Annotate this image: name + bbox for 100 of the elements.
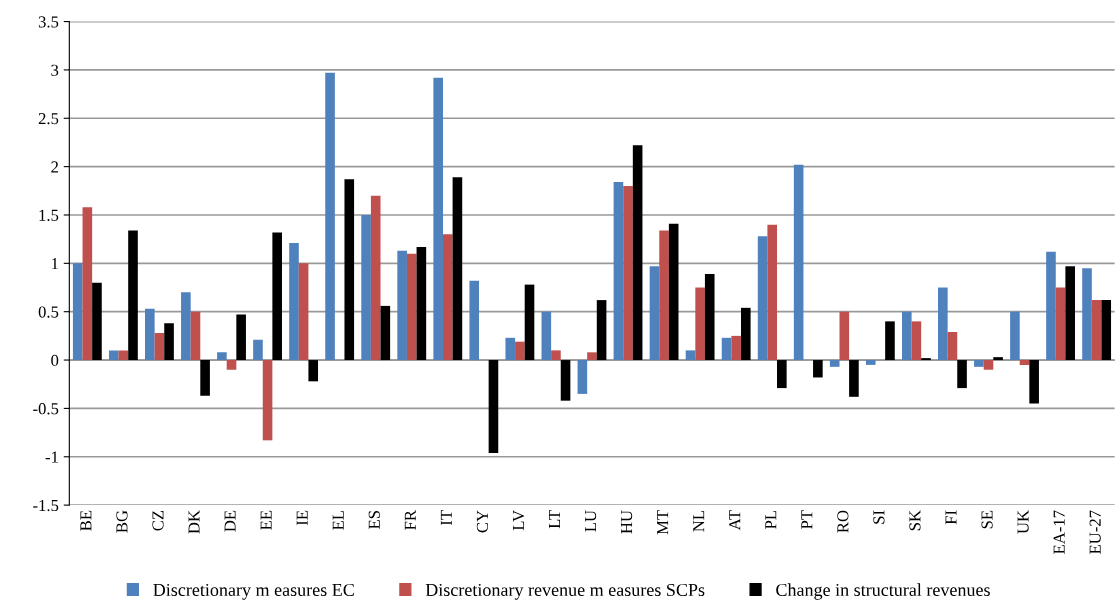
bar	[1082, 268, 1092, 361]
y-tick-label: 2.5	[38, 113, 59, 125]
bar	[623, 185, 633, 361]
bar	[524, 284, 535, 361]
x-tick-label: AT	[729, 510, 741, 531]
bar	[731, 335, 741, 361]
bar	[865, 360, 876, 365]
y-tick-label: -1.5	[33, 499, 59, 512]
bar	[1029, 360, 1039, 404]
bar	[885, 321, 895, 361]
y-tick-label: -0.5	[33, 403, 59, 415]
bar	[740, 307, 751, 361]
legend-label: Discretionary revenue m easures SCPs	[425, 583, 705, 600]
x-tick-label: HU	[621, 510, 633, 534]
bar	[901, 311, 912, 361]
bar	[947, 332, 958, 361]
bar	[849, 360, 859, 397]
bar	[325, 72, 335, 361]
bar	[767, 224, 778, 361]
legend-label: Discretionary m easures EC	[153, 583, 354, 600]
x-tick-label: LT	[549, 510, 560, 529]
bar	[190, 311, 201, 361]
bar	[659, 230, 669, 361]
bar	[217, 352, 227, 361]
bar	[262, 360, 273, 441]
bar	[406, 253, 417, 361]
bar	[361, 214, 371, 361]
bar	[695, 287, 705, 361]
y-tick-label: 3	[51, 64, 59, 76]
y-tick-label: 0	[51, 354, 59, 366]
bar	[505, 337, 516, 361]
bar	[164, 323, 174, 361]
bar	[839, 311, 850, 361]
bar	[308, 360, 319, 382]
y-tick-label: 3.5	[38, 16, 59, 28]
bar	[632, 145, 643, 361]
bar	[344, 179, 355, 361]
bar	[515, 341, 525, 361]
x-tick-label: EL	[332, 510, 344, 530]
bar	[983, 360, 994, 370]
bar	[829, 360, 840, 367]
bar	[253, 339, 263, 361]
bar	[128, 230, 138, 361]
x-tick-label: IE	[296, 510, 308, 526]
x-tick-label: BG	[116, 510, 128, 533]
bar	[721, 337, 732, 361]
bar	[452, 177, 463, 361]
bar	[911, 321, 922, 361]
bar	[993, 357, 1003, 361]
bar	[587, 352, 597, 361]
bar	[1101, 300, 1112, 361]
bar	[226, 360, 237, 370]
x-tick-label: EA-17	[1053, 510, 1065, 554]
bar	[181, 292, 191, 361]
legend-label: Change in structural revenues	[776, 583, 990, 600]
x-tick-label: CZ	[152, 510, 164, 531]
bar	[596, 300, 607, 361]
x-tick-label: RO	[837, 510, 849, 533]
x-tick-label: IT	[440, 510, 452, 526]
x-tick-label: LV	[512, 510, 525, 531]
bar	[1065, 266, 1075, 361]
bar	[813, 360, 823, 378]
y-tick-label: 1	[52, 258, 58, 270]
bar	[560, 360, 571, 401]
bar	[236, 314, 246, 361]
bar	[442, 234, 453, 361]
x-tick-label: CY	[476, 510, 489, 533]
x-tick-label: DK	[188, 510, 200, 534]
bar	[793, 164, 804, 361]
bar	[154, 332, 165, 361]
bar	[551, 350, 561, 361]
bar	[1019, 360, 1030, 365]
x-tick-label: SI	[873, 510, 885, 524]
bar	[1055, 287, 1066, 361]
bar	[541, 311, 552, 361]
bar	[488, 360, 499, 453]
bar	[108, 350, 119, 361]
bar	[145, 308, 155, 361]
bar	[370, 195, 381, 361]
bar	[118, 350, 129, 361]
bar	[92, 282, 102, 361]
x-tick-label: SE	[981, 510, 993, 529]
y-tick-label: 1.5	[39, 209, 59, 221]
bar	[298, 263, 309, 361]
x-tick-label: EE	[260, 510, 272, 530]
x-tick-label: PL	[765, 510, 777, 529]
bar	[974, 360, 984, 367]
bar	[957, 360, 967, 389]
x-tick-label: NL	[693, 510, 705, 532]
x-tick-label: DE	[224, 510, 236, 532]
x-tick-label: FI	[945, 510, 957, 525]
bar	[685, 350, 696, 361]
bar	[72, 263, 83, 361]
bar	[416, 246, 427, 361]
bar	[613, 182, 624, 361]
x-tick-label: ES	[368, 511, 380, 529]
bar	[200, 360, 210, 396]
bar	[1010, 311, 1020, 361]
bar	[469, 280, 480, 361]
x-tick-label: EU-27	[1089, 510, 1101, 554]
